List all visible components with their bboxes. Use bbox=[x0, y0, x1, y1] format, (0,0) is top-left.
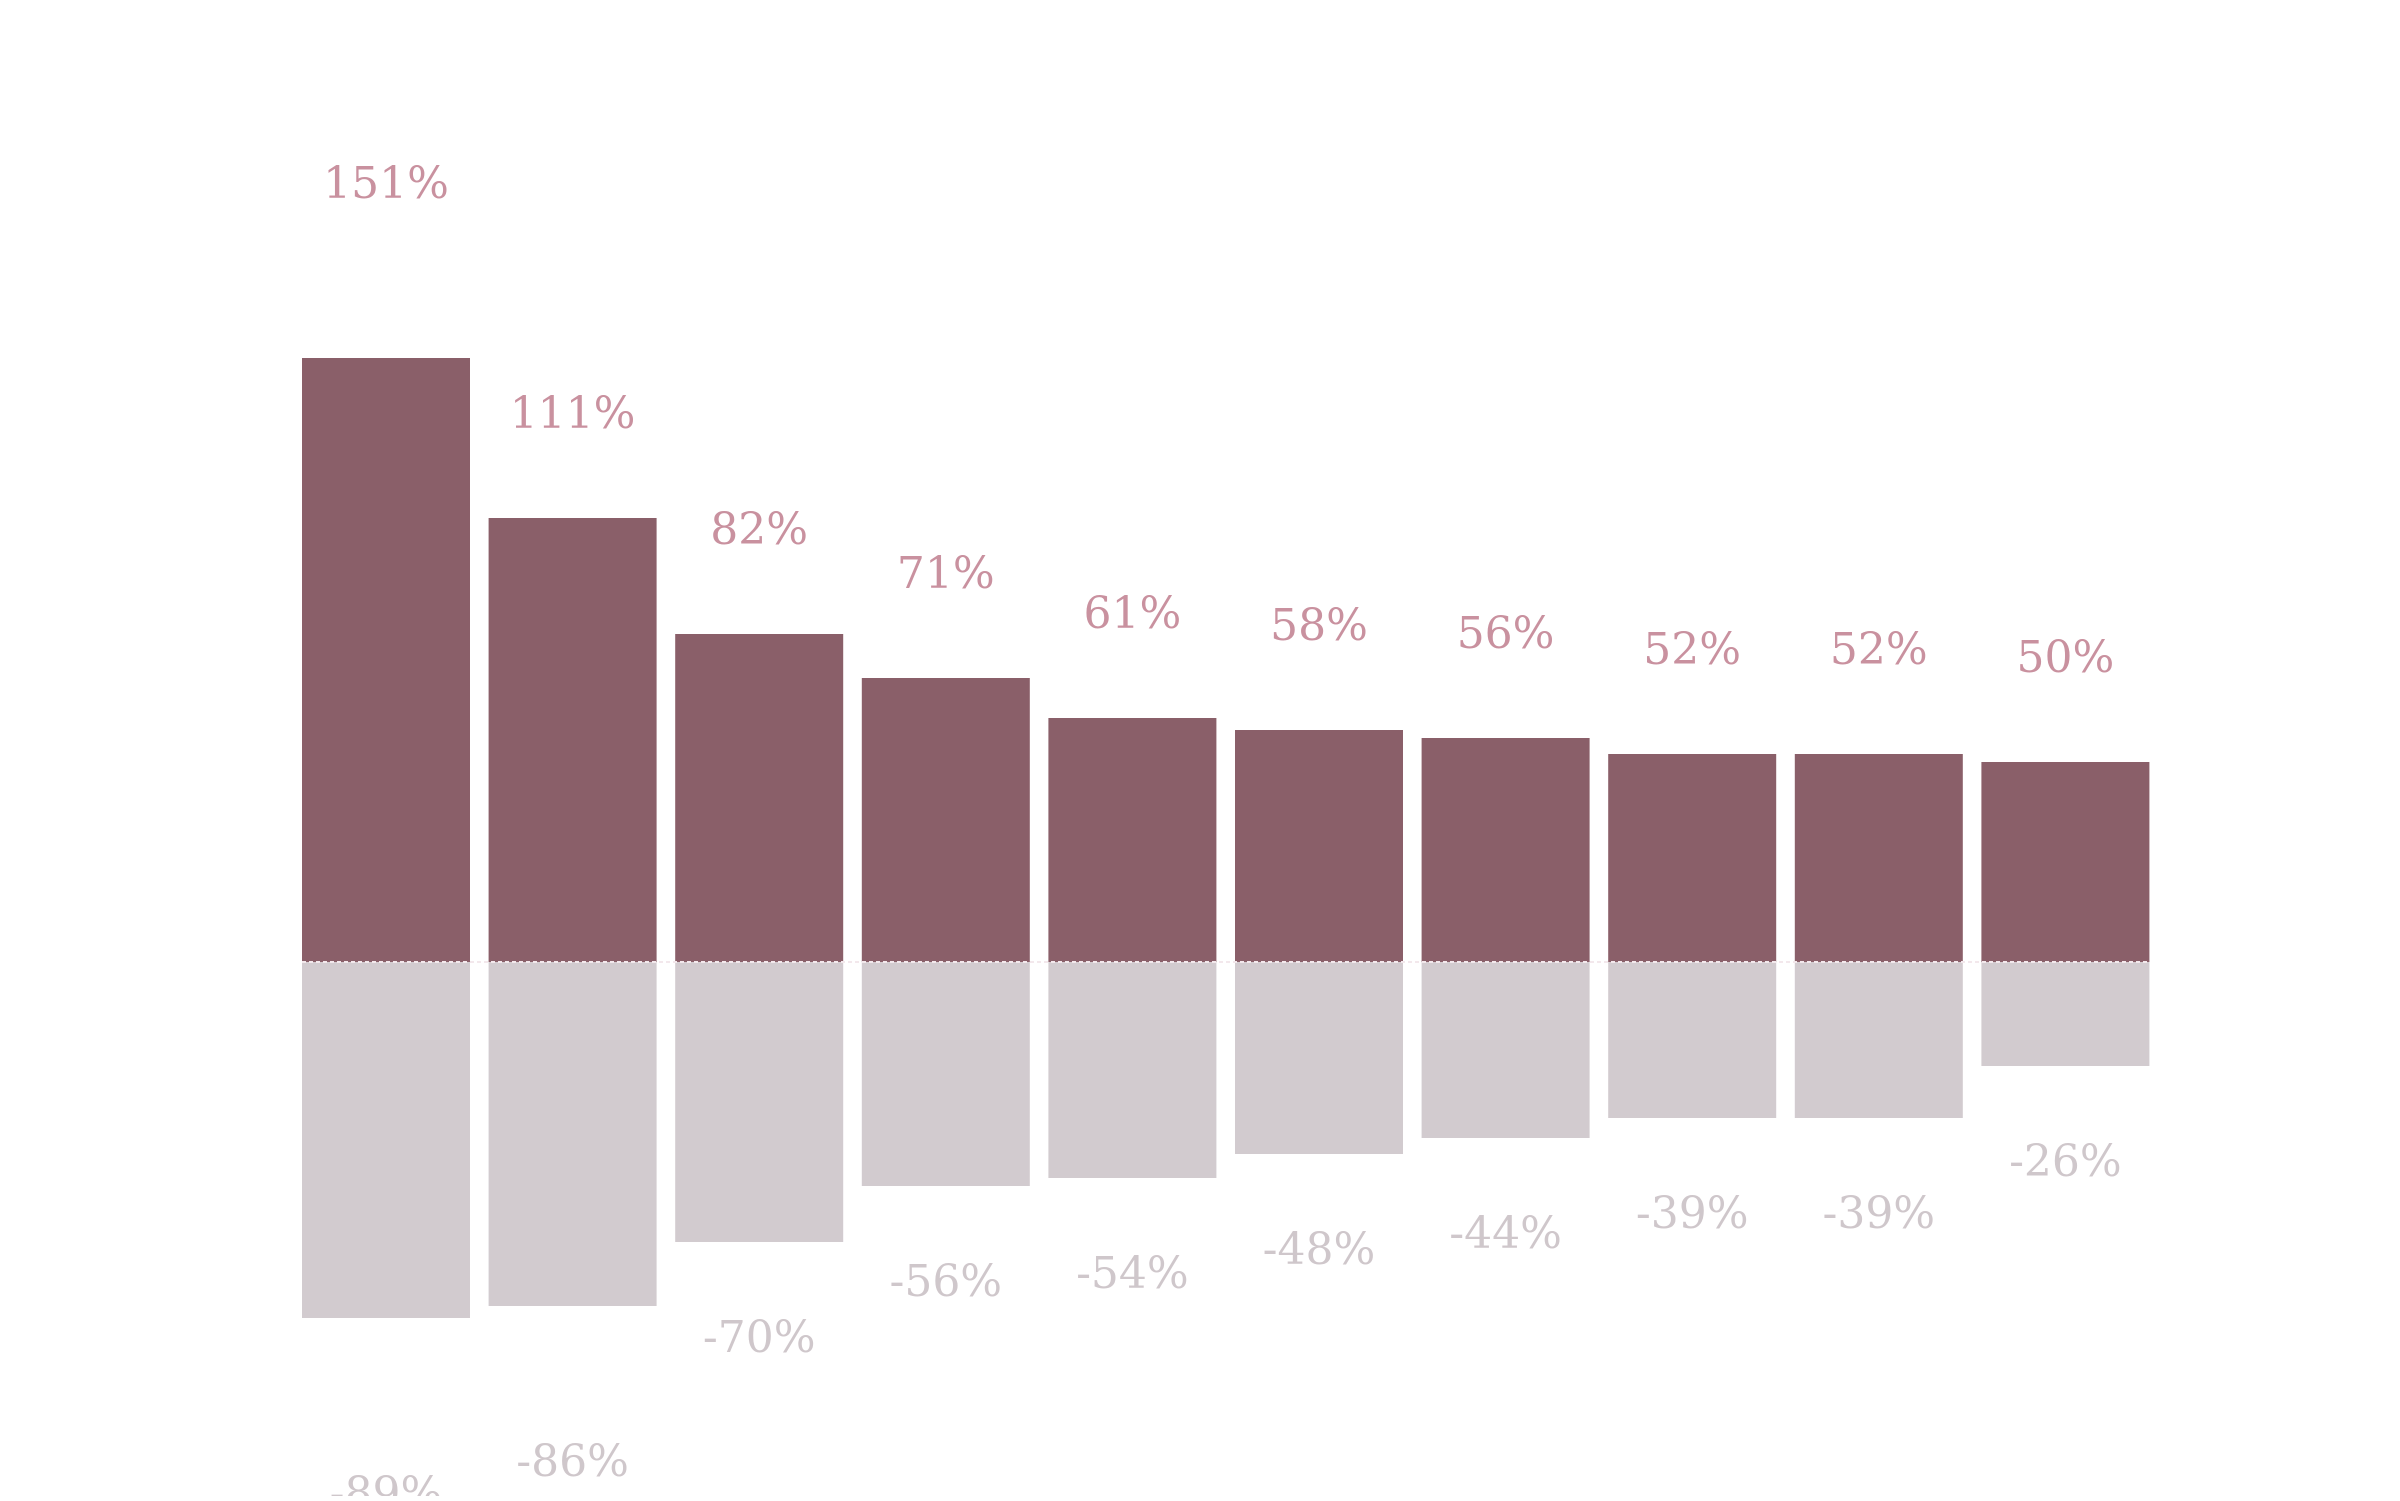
positive-bar-6 bbox=[1235, 730, 1403, 962]
negative-labels: -89% -86% -70% -56% -54% -48% -44% -39% -39% -26% bbox=[330, 1136, 2122, 1501]
negative-bar-4 bbox=[861, 962, 1030, 1186]
negative-value-label-4: -56% bbox=[889, 1256, 1002, 1307]
negative-bar-3 bbox=[675, 962, 844, 1242]
positive-bar-10 bbox=[1981, 762, 2150, 962]
positive-value-label-5: 61% bbox=[1084, 588, 1182, 639]
negative-value-label-1: -89% bbox=[330, 1468, 443, 1496]
positive-value-label-1: 151% bbox=[323, 158, 449, 209]
negative-bar-2 bbox=[488, 962, 657, 1306]
positive-value-label-8: 52% bbox=[1643, 624, 1741, 675]
positive-labels: 151% 111% 82% 71% 61% 58% 56% 52% 52% 50% bbox=[323, 158, 2114, 683]
positive-value-label-6: 58% bbox=[1270, 600, 1368, 651]
negative-value-label-9: -39% bbox=[1822, 1188, 1935, 1239]
positive-value-label-4: 71% bbox=[897, 548, 995, 599]
positive-bar-8 bbox=[1608, 754, 1777, 962]
positive-bar-9 bbox=[1794, 754, 1963, 962]
negative-bar-9 bbox=[1794, 962, 1963, 1118]
negative-bar-1 bbox=[302, 962, 470, 1318]
negative-value-label-8: -39% bbox=[1636, 1188, 1749, 1239]
negative-value-label-5: -54% bbox=[1076, 1248, 1189, 1299]
positive-bar-2 bbox=[488, 518, 657, 962]
positive-bars bbox=[302, 358, 2150, 962]
negative-value-label-2: -86% bbox=[516, 1436, 629, 1487]
negative-bar-6 bbox=[1235, 962, 1403, 1154]
negative-value-label-3: -70% bbox=[703, 1312, 816, 1363]
negative-bars bbox=[302, 962, 2150, 1318]
positive-bar-4 bbox=[861, 678, 1030, 962]
negative-bar-8 bbox=[1608, 962, 1777, 1118]
positive-value-label-7: 56% bbox=[1457, 608, 1555, 659]
negative-value-label-6: -48% bbox=[1263, 1224, 1376, 1275]
positive-value-label-10: 50% bbox=[2017, 632, 2115, 683]
positive-bar-7 bbox=[1421, 738, 1590, 962]
positive-bar-5 bbox=[1048, 718, 1217, 962]
negative-bar-5 bbox=[1048, 962, 1217, 1178]
negative-value-label-7: -44% bbox=[1449, 1208, 1562, 1259]
negative-bar-10 bbox=[1981, 962, 2150, 1066]
positive-bar-3 bbox=[675, 634, 844, 962]
positive-value-label-2: 111% bbox=[510, 388, 636, 439]
negative-value-label-10: -26% bbox=[2009, 1136, 2122, 1187]
positive-bar-1 bbox=[302, 358, 470, 962]
negative-bar-7 bbox=[1421, 962, 1590, 1138]
positive-value-label-9: 52% bbox=[1830, 624, 1928, 675]
positive-value-label-3: 82% bbox=[710, 504, 808, 555]
